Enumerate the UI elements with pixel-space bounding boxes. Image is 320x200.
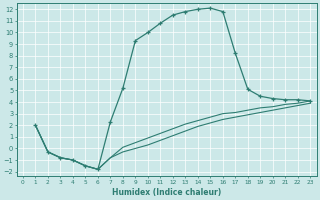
X-axis label: Humidex (Indice chaleur): Humidex (Indice chaleur)	[112, 188, 221, 197]
